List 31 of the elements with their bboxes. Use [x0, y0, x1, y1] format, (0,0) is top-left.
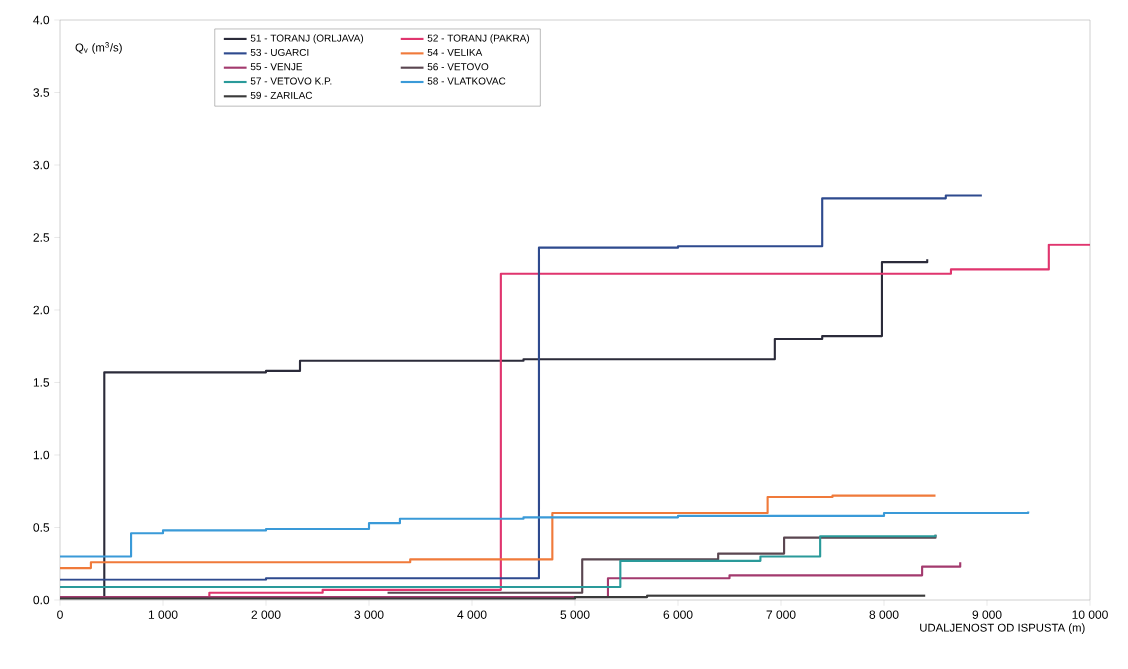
x-tick-label: 3 000: [354, 610, 384, 619]
x-tick-label: 5 000: [560, 610, 590, 619]
legend-label: 55 - VENJE: [250, 63, 303, 71]
legend-label: 57 - VETOVO K.P.: [250, 77, 332, 85]
x-tick-label: 9 000: [972, 610, 1002, 619]
y-tick-label: 0.0: [33, 595, 50, 605]
x-tick-label: 1 000: [148, 610, 178, 619]
x-tick-label: 7 000: [766, 610, 796, 619]
x-axis-title: UDALJENOST OD ISPUSTA (m): [920, 623, 1085, 634]
legend-label: 58 - VLATKOVAC: [427, 77, 506, 85]
x-tick-label: 4 000: [457, 610, 487, 619]
y-tick-label: 2.0: [33, 305, 50, 315]
x-tick-label: 8 000: [869, 610, 899, 619]
y-tick-label: 0.5: [33, 523, 50, 532]
y-tick-label: 3.0: [33, 160, 50, 170]
legend-label: 52 - TORANJ (PAKRA): [427, 34, 530, 44]
y-tick-label: 1.0: [33, 450, 50, 460]
legend-label: 54 - VELIKA: [427, 48, 483, 56]
x-tick-label: 10 000: [1072, 610, 1108, 619]
y-tick-label: 2.5: [33, 233, 50, 242]
legend-label: 53 - UGARCI: [250, 48, 309, 56]
y-axis-title: Q$_{v}$ (m$^{3}$/s): [75, 42, 122, 54]
legend-label: 56 - VETOVO: [427, 63, 489, 71]
legend-label: 51 - TORANJ (ORLJAVA): [250, 34, 364, 44]
x-tick-label: 6 000: [663, 610, 693, 619]
y-tick-label: 3.5: [33, 88, 50, 97]
x-tick-label: 2 000: [251, 610, 281, 619]
y-tick-label: 4.0: [33, 15, 50, 25]
x-tick-label: 0: [57, 610, 63, 619]
legend-label: 59 - ZARILAC: [250, 91, 313, 99]
y-tick-label: 1.5: [33, 378, 50, 387]
